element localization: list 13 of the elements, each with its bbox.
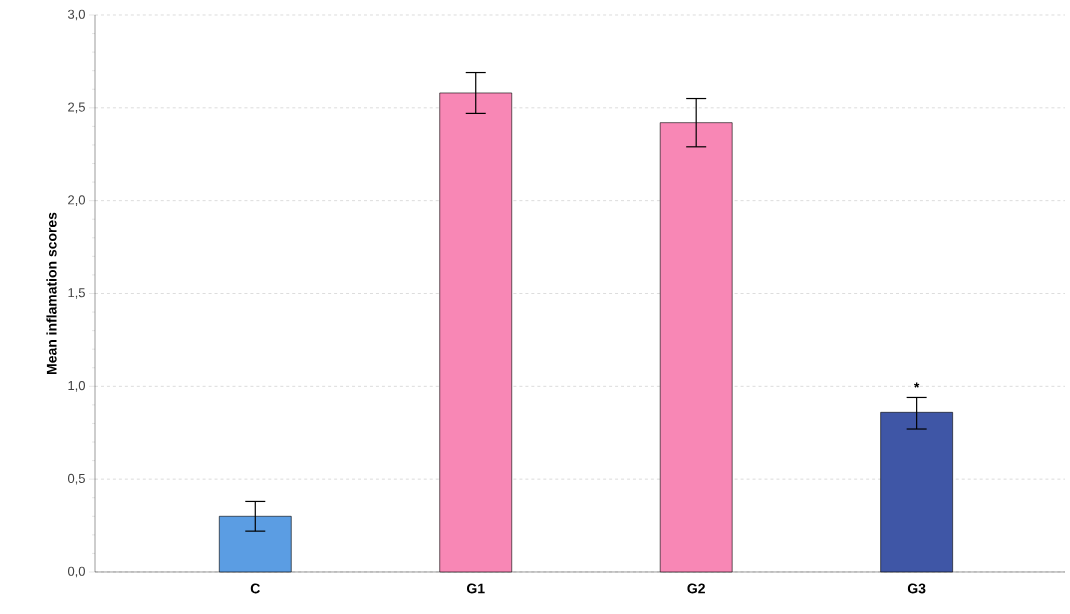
x-tick-label: G1 xyxy=(467,583,485,594)
x-tick-label: C xyxy=(250,583,260,594)
y-axis-title: Mean inflamation scores xyxy=(46,212,57,374)
y-tick-label: 1,0 xyxy=(68,380,85,392)
annotation: * xyxy=(913,382,920,388)
y-tick-label: 1,5 xyxy=(68,288,85,299)
y-tick-label: 0,0 xyxy=(67,566,85,578)
y-tick-label: 3,0 xyxy=(67,9,85,21)
x-tick-label: G2 xyxy=(687,583,705,594)
y-tick-label: 0,5 xyxy=(67,473,85,485)
x-tick-label: G3 xyxy=(907,583,926,594)
y-tick-label: 2,0 xyxy=(68,195,85,206)
y-tick-label: 2,5 xyxy=(68,102,85,114)
